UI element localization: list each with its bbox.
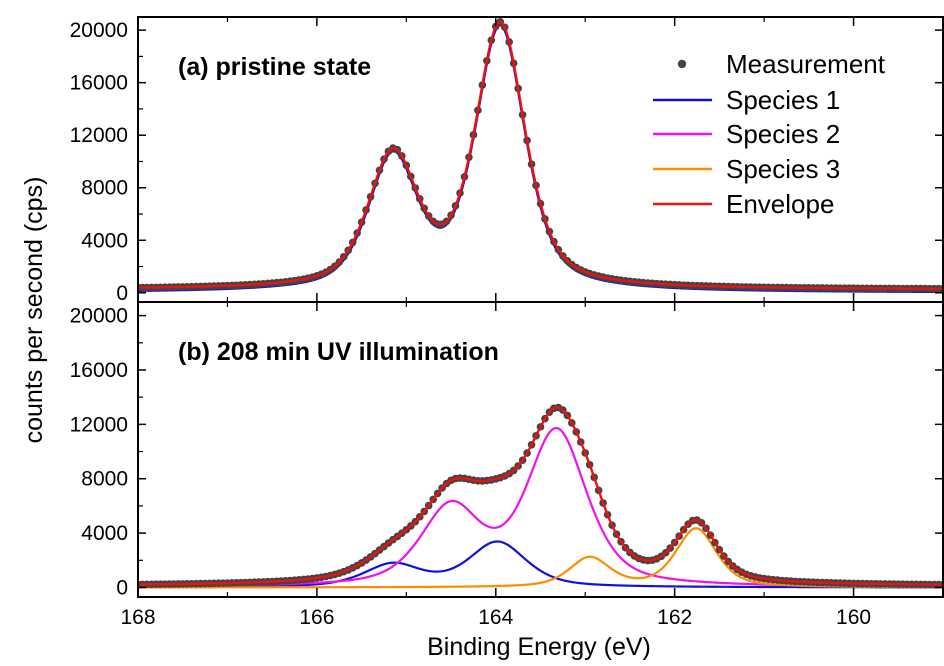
- panel-b: 0 4000 8000 12000 16000 20000: [70, 305, 943, 599]
- series-envelope-b: [138, 406, 943, 586]
- x-axis-title: Binding Energy (eV): [427, 633, 651, 661]
- series-species-2-b: [138, 426, 943, 588]
- series-species-3-b: [138, 527, 943, 589]
- legend-item-species-3: Species 3: [653, 154, 840, 184]
- x-tick-label: 166: [299, 606, 334, 629]
- legend-label-measurement: Measurement: [726, 49, 886, 79]
- y-tick-label: 16000: [70, 359, 128, 382]
- y-axis-title: counts per second (cps): [20, 177, 48, 444]
- y-tick-label: 12000: [70, 124, 128, 147]
- legend-item-species-1: Species 1: [653, 85, 840, 115]
- legend-label-species-1: Species 1: [726, 85, 840, 115]
- y-axis-ticks-b: 0 4000 8000 12000 16000 20000: [70, 305, 943, 599]
- y-tick-label: 0: [116, 282, 128, 305]
- y-tick-label: 0: [116, 576, 128, 599]
- legend-item-envelope: Envelope: [653, 189, 834, 219]
- x-tick-label: 168: [120, 606, 155, 629]
- legend-label-species-3: Species 3: [726, 154, 840, 184]
- series-species-1-b: [138, 540, 943, 589]
- series-envelope-a: [138, 20, 943, 290]
- panel-a-label: (a) pristine state: [178, 53, 371, 81]
- legend-item-species-2: Species 2: [653, 119, 840, 149]
- x-tick-label: 162: [657, 606, 692, 629]
- panel-b-label: (b) 208 min UV illumination: [178, 338, 499, 366]
- y-tick-label: 20000: [70, 305, 128, 328]
- y-tick-label: 16000: [70, 72, 128, 95]
- legend-item-measurement: Measurement: [677, 49, 886, 79]
- y-tick-label: 4000: [81, 229, 128, 252]
- legend-marker-measurement: [677, 59, 687, 69]
- y-tick-label: 12000: [70, 413, 128, 436]
- panel-a: 0 4000 8000 12000 16000 20000: [70, 17, 943, 305]
- y-tick-label: 20000: [70, 19, 128, 42]
- x-tick-label: 160: [836, 606, 871, 629]
- legend-label-species-2: Species 2: [726, 119, 840, 149]
- x-tick-label: 164: [478, 606, 513, 629]
- y-tick-label: 4000: [81, 522, 128, 545]
- x-axis-ticks: 168 166 164 162 160: [120, 17, 944, 629]
- y-tick-label: 8000: [81, 177, 128, 200]
- legend-label-envelope: Envelope: [726, 189, 834, 219]
- y-tick-label: 8000: [81, 468, 128, 491]
- legend: Measurement Species 1 Species 2 Species …: [653, 49, 886, 219]
- y-axis-ticks-a: 0 4000 8000 12000 16000 20000: [70, 19, 943, 305]
